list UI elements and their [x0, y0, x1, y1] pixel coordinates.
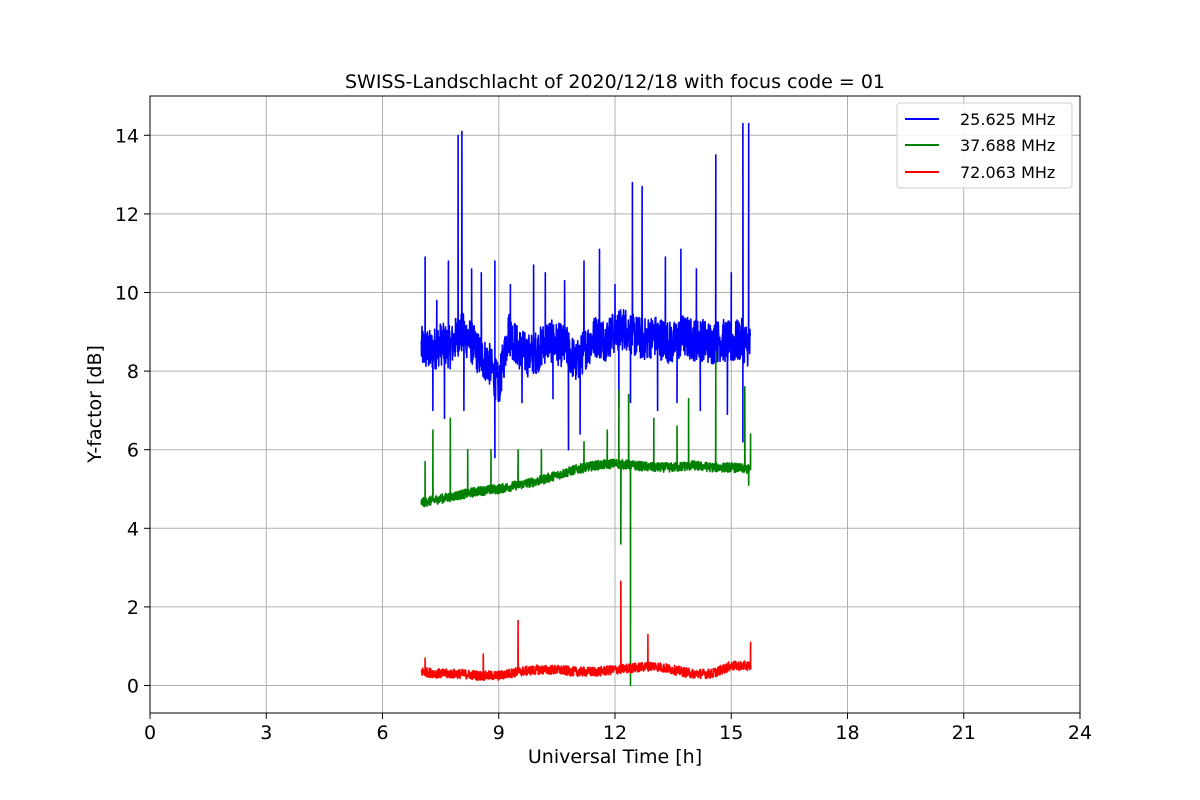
series-line-37-688-mhz	[420, 350, 752, 687]
legend-label-72-063: 72.063 MHz	[960, 163, 1055, 182]
y-tick-label: 4	[127, 518, 139, 540]
legend-box	[896, 102, 1073, 189]
series-line-72-063-mhz	[420, 580, 752, 681]
y-tick-label: 8	[127, 361, 139, 383]
y-tick-label: 0	[127, 675, 139, 697]
x-tick-label: 18	[835, 722, 859, 744]
x-axis-label: Universal Time [h]	[528, 746, 702, 768]
series-line-25-625-mhz	[420, 122, 752, 459]
x-tick-label: 15	[719, 722, 743, 744]
y-tick-label: 2	[127, 597, 139, 619]
x-tick-label: 21	[952, 722, 976, 744]
x-tick-label: 12	[603, 722, 627, 744]
y-tick-label: 14	[115, 125, 139, 147]
y-tick-label: 10	[115, 282, 139, 304]
x-tick-label: 9	[493, 722, 505, 744]
y-axis-label: Y-factor [dB]	[84, 345, 106, 464]
y-tick-label: 12	[115, 204, 139, 226]
series-lines	[420, 122, 752, 687]
x-tick-label: 3	[260, 722, 272, 744]
legend-label-25-625: 25.625 MHz	[960, 110, 1055, 129]
x-tick-label: 24	[1068, 722, 1092, 744]
legend: 25.625 MHz 37.688 MHz 72.063 MHz	[896, 102, 1073, 189]
chart-title: SWISS-Landschlacht of 2020/12/18 with fo…	[345, 71, 885, 93]
x-tick-label: 6	[376, 722, 388, 744]
x-tick-label: 0	[144, 722, 156, 744]
y-tick-label: 6	[127, 440, 139, 462]
legend-label-37-688: 37.688 MHz	[960, 136, 1055, 155]
